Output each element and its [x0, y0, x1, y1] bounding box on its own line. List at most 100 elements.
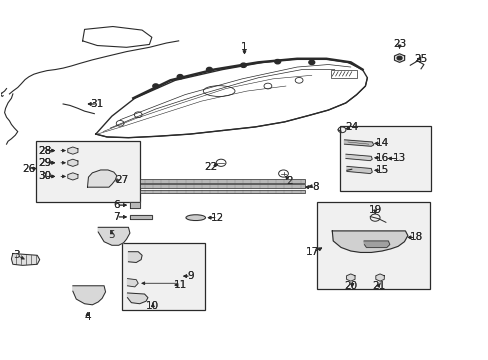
Text: 4: 4: [84, 312, 91, 322]
Bar: [122, 243, 204, 310]
Bar: [316, 202, 429, 289]
Polygon shape: [394, 54, 404, 62]
Text: 10: 10: [146, 301, 159, 311]
Text: 26: 26: [22, 163, 36, 174]
Text: 28: 28: [38, 145, 51, 156]
Text: 17: 17: [305, 247, 319, 257]
Circle shape: [206, 67, 212, 72]
Text: 7: 7: [113, 212, 120, 222]
Polygon shape: [344, 140, 373, 146]
Text: 1: 1: [241, 42, 247, 51]
Text: 11: 11: [173, 280, 186, 290]
Polygon shape: [98, 227, 130, 245]
Polygon shape: [127, 279, 138, 287]
Text: 7: 7: [113, 212, 120, 222]
Text: 11: 11: [173, 280, 186, 290]
Text: 24: 24: [345, 122, 358, 132]
Polygon shape: [87, 170, 117, 187]
Polygon shape: [130, 215, 152, 220]
Text: 2: 2: [285, 176, 292, 186]
Text: 15: 15: [375, 165, 388, 175]
Text: 6: 6: [113, 200, 120, 210]
Text: 14: 14: [375, 139, 388, 148]
Text: 29: 29: [38, 158, 51, 168]
Bar: [330, 70, 356, 78]
Text: 23: 23: [392, 40, 406, 49]
Bar: [36, 140, 140, 202]
Text: 16: 16: [375, 153, 388, 163]
Text: 20: 20: [344, 281, 357, 291]
Text: 25: 25: [413, 54, 427, 64]
Bar: [140, 190, 305, 193]
Text: 8: 8: [312, 182, 318, 192]
Text: 19: 19: [368, 206, 381, 216]
Circle shape: [396, 56, 401, 60]
Polygon shape: [128, 252, 142, 262]
Polygon shape: [346, 274, 354, 281]
Text: 12: 12: [211, 213, 224, 222]
Text: 20: 20: [344, 281, 357, 291]
Text: 12: 12: [211, 213, 224, 222]
Text: 18: 18: [408, 232, 422, 242]
Polygon shape: [11, 253, 40, 265]
Text: 1: 1: [241, 42, 247, 51]
Ellipse shape: [185, 215, 205, 221]
Text: 27: 27: [115, 175, 128, 185]
Text: 28: 28: [38, 145, 51, 156]
Polygon shape: [130, 202, 140, 208]
Polygon shape: [363, 241, 389, 247]
Text: 9: 9: [187, 271, 194, 281]
Text: 30: 30: [38, 171, 51, 181]
Text: 5: 5: [108, 230, 115, 239]
Text: 22: 22: [204, 162, 218, 172]
Text: 10: 10: [146, 301, 159, 311]
Text: 22: 22: [204, 162, 218, 172]
Circle shape: [308, 60, 314, 64]
Text: 16: 16: [375, 153, 388, 163]
Text: 4: 4: [84, 312, 91, 322]
Text: 29: 29: [38, 158, 51, 168]
Text: 23: 23: [392, 40, 406, 49]
Polygon shape: [331, 231, 407, 252]
Text: 8: 8: [312, 182, 318, 192]
Text: 3: 3: [14, 250, 20, 260]
Text: 2: 2: [285, 176, 292, 186]
Text: 17: 17: [305, 247, 319, 257]
Text: 5: 5: [108, 230, 115, 239]
Text: 28: 28: [38, 145, 51, 156]
Text: 15: 15: [375, 165, 388, 175]
Text: 21: 21: [371, 281, 385, 291]
Bar: [140, 179, 305, 183]
Text: 14: 14: [375, 139, 388, 148]
Polygon shape: [68, 173, 78, 180]
Text: 13: 13: [392, 153, 406, 163]
Polygon shape: [73, 286, 105, 305]
Text: 18: 18: [408, 232, 422, 242]
Text: 24: 24: [345, 122, 358, 132]
Text: 31: 31: [90, 99, 103, 109]
Text: 6: 6: [113, 200, 120, 210]
Polygon shape: [68, 147, 78, 154]
Polygon shape: [346, 166, 371, 174]
Polygon shape: [375, 274, 384, 281]
Text: 19: 19: [368, 206, 381, 216]
Polygon shape: [127, 293, 148, 304]
Text: 29: 29: [38, 158, 51, 168]
Text: 21: 21: [371, 281, 385, 291]
Circle shape: [240, 63, 246, 67]
Text: 3: 3: [14, 250, 20, 260]
Bar: [140, 184, 305, 188]
Text: 13: 13: [392, 153, 406, 163]
Circle shape: [153, 84, 158, 88]
Text: 9: 9: [187, 271, 194, 281]
Bar: [339, 126, 430, 191]
Circle shape: [177, 75, 183, 79]
Text: 26: 26: [22, 163, 36, 174]
Polygon shape: [345, 154, 371, 161]
Polygon shape: [68, 159, 78, 166]
Text: 30: 30: [38, 171, 51, 181]
Text: 31: 31: [90, 99, 103, 109]
Text: 30: 30: [38, 171, 51, 181]
Circle shape: [274, 59, 280, 64]
Text: 25: 25: [413, 54, 427, 64]
